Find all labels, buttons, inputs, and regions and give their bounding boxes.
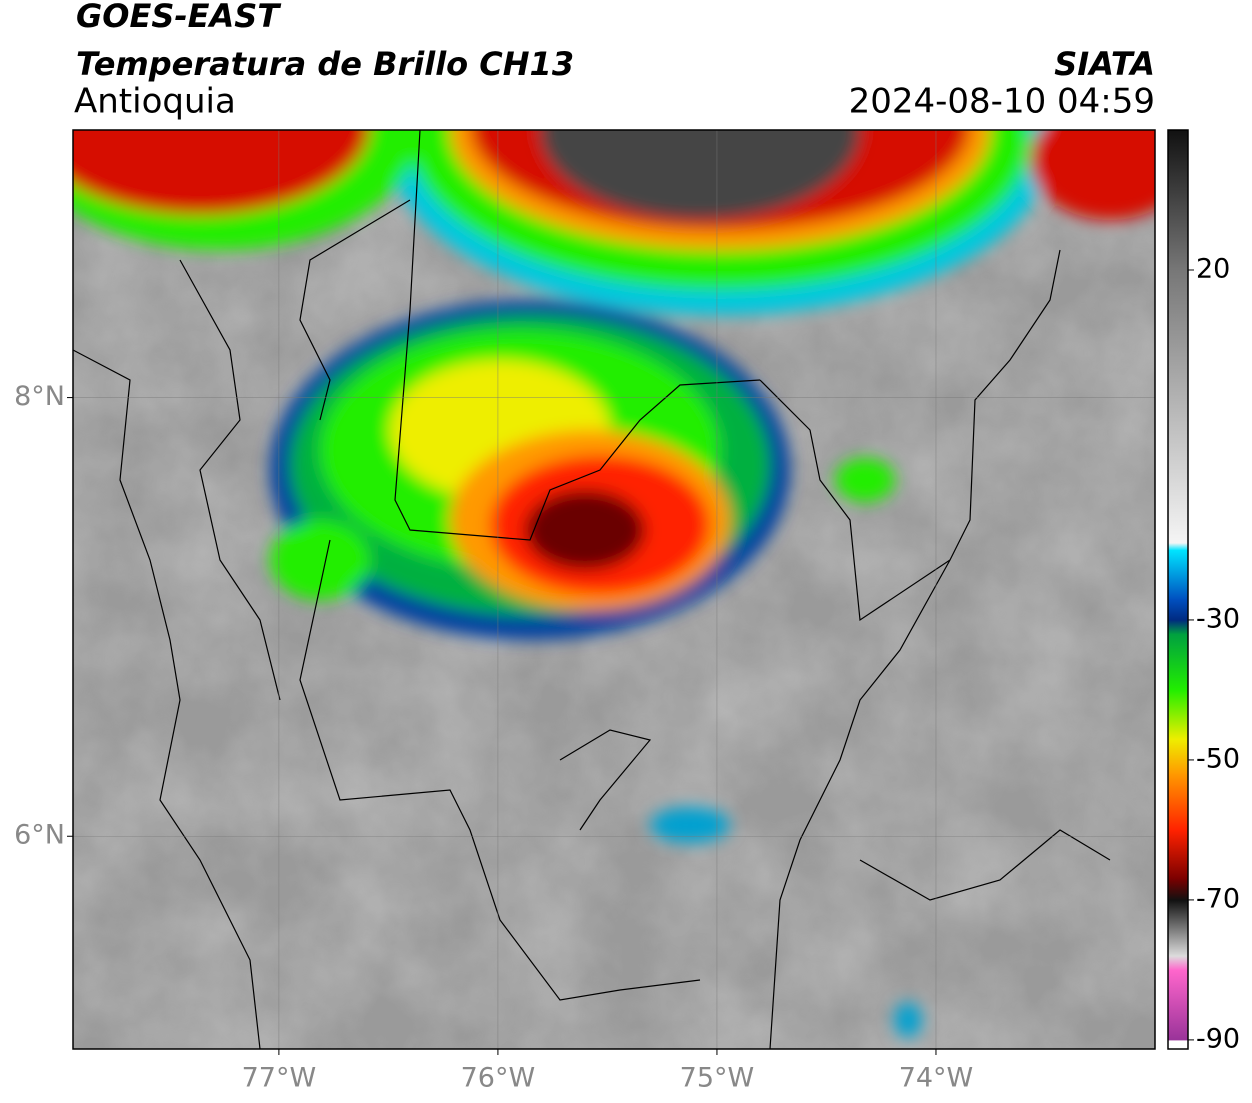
colorbar-segment [1168,549,1188,600]
colorbar-segment [1168,619,1188,635]
colorbar-segment [1168,899,1188,957]
borders [73,130,1111,1049]
lon-tick-label: 77°W [242,1063,317,1094]
colorbar-tick-label: -90 [1196,1023,1240,1054]
region: Antioquia [74,82,236,122]
source: SIATA [1054,45,1155,83]
lon-tick-label: 74°W [899,1063,974,1094]
colorbar-segment [1168,633,1188,691]
colorbar-tick-label: -50 [1196,743,1240,774]
lon-tick-label: 76°W [461,1063,536,1094]
colorbar-segment [1168,878,1188,901]
colorbar-segment [1168,269,1188,544]
colorbar-segment [1168,130,1188,271]
colorbar-tick-label: 20 [1196,253,1230,284]
colorbar-segment [1168,598,1188,621]
product: Temperatura de Brillo CH13 [76,45,574,83]
colorbar-segment [1168,773,1188,831]
colorbar-segment [1168,969,1188,1041]
colorbar-tick-label: -30 [1196,603,1240,634]
colorbar-segment [1168,829,1188,880]
lat-tick-label: 8°N [14,381,65,412]
lon-tick-label: 75°W [680,1063,755,1094]
lat-tick-label: 6°N [14,820,65,851]
satellite-image [73,130,1155,1049]
colorbar-frame [1167,129,1189,1050]
timestamp: 2024-08-10 04:59 [849,82,1155,122]
colorbar-segment [1168,542,1188,551]
colorbar-tick-label: -70 [1196,883,1240,914]
colorbar-segment [1168,689,1188,740]
colorbar-segment [1168,955,1188,971]
map-frame [72,129,1156,1050]
satellite: GOES-EAST [76,0,281,35]
colorbar-segment [1168,738,1188,775]
